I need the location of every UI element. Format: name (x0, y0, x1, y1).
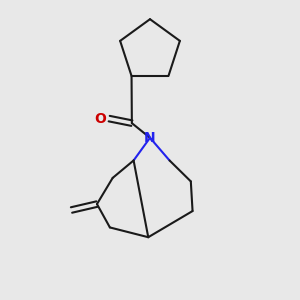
Text: O: O (94, 112, 106, 126)
Text: N: N (144, 131, 156, 145)
